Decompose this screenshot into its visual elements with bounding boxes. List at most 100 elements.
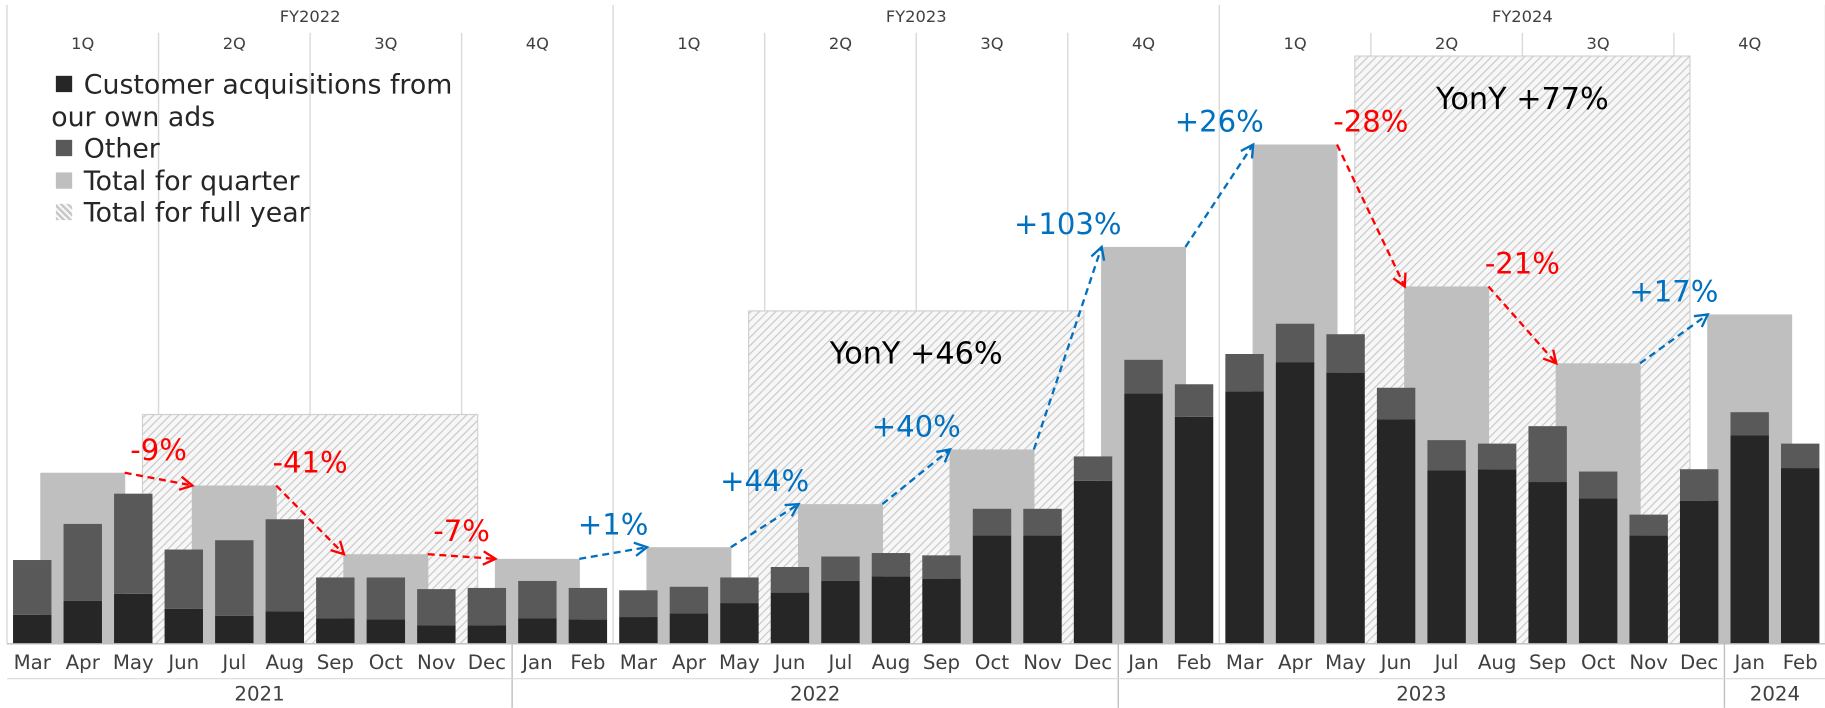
x-tick-label: Dec: [1680, 651, 1718, 674]
change-label: -28%: [1333, 105, 1408, 139]
month-bar: [770, 592, 810, 644]
quarter-label: 2Q: [1435, 34, 1458, 53]
x-tick-label: Oct: [1581, 651, 1615, 674]
month-bar: [1073, 456, 1113, 481]
change-arrow: [275, 484, 345, 556]
month-bar: [1073, 480, 1113, 644]
change-arrow: [1639, 313, 1709, 365]
month-bar: [1225, 354, 1264, 392]
quarter-label: 3Q: [374, 34, 397, 53]
change-label: +44%: [720, 464, 809, 498]
month-bar: [1023, 535, 1062, 644]
arrow-head: [1542, 349, 1558, 366]
quarter-label: 2Q: [829, 34, 852, 53]
month-bar: [1023, 508, 1062, 536]
x-tick-label: Apr: [1278, 651, 1313, 674]
quarter-label: 4Q: [1738, 34, 1761, 53]
month-bar: [1326, 334, 1365, 373]
month-bar: [972, 535, 1012, 644]
month-bar: [265, 611, 305, 644]
month-bar: [1275, 323, 1315, 363]
x-tick-label: Aug: [266, 651, 305, 674]
month-bar: [316, 618, 355, 644]
x-tick-label: Apr: [672, 651, 707, 674]
x-tick-label: Jul: [1433, 651, 1459, 674]
month-bar: [619, 590, 658, 618]
yoy-label: YonY +46%: [829, 337, 1003, 372]
month-bar: [114, 593, 153, 644]
month-bar: [518, 580, 557, 619]
arrow-head: [1693, 313, 1710, 328]
month-bar: [1528, 482, 1567, 644]
month-bar: [1275, 362, 1315, 644]
change-label: -21%: [1485, 247, 1560, 281]
x-tick-label: Oct: [369, 651, 403, 674]
month-bar: [720, 603, 759, 644]
yoy-label: YonY +77%: [1435, 82, 1609, 117]
x-tick-label: Jun: [1379, 651, 1412, 674]
month-bar: [922, 555, 961, 579]
arrow-head: [482, 550, 498, 566]
month-bar: [1781, 443, 1820, 469]
month-bar: [13, 560, 52, 615]
month-bar: [63, 600, 102, 644]
x-tick-label: Mar: [620, 651, 658, 674]
month-bar: [215, 615, 254, 644]
legend-label: Other: [83, 134, 160, 165]
legend-item: Other: [51, 134, 453, 166]
year-label: 2022: [790, 683, 840, 706]
legend-item: Total for quarter: [51, 166, 453, 198]
change-label: -9%: [130, 433, 187, 467]
x-tick-label: Sep: [1529, 651, 1566, 674]
change-label: +26%: [1175, 105, 1264, 139]
legend-item: Customer acquisitions from our own ads: [51, 70, 453, 134]
legend: Customer acquisitions from our own ads O…: [51, 70, 453, 228]
month-bar: [1376, 387, 1416, 420]
change-arrow: [730, 503, 800, 549]
x-tick-label: Nov: [417, 651, 456, 674]
month-bar: [821, 580, 860, 644]
month-bar: [1477, 469, 1517, 644]
month-bar: [1427, 470, 1466, 644]
x-tick-label: Aug: [1478, 651, 1517, 674]
month-bar: [922, 578, 961, 644]
month-bar: [114, 493, 153, 594]
x-tick-label: Feb: [1177, 651, 1212, 674]
month-bar: [1124, 393, 1163, 644]
month-bar: [1629, 514, 1668, 536]
year-label: 2023: [1396, 683, 1446, 706]
month-bar: [568, 587, 608, 620]
month-bar: [366, 577, 406, 620]
change-arrow: [1487, 285, 1558, 365]
x-tick-label: Dec: [1074, 651, 1112, 674]
month-bar: [1376, 419, 1416, 644]
change-label: +103%: [1014, 207, 1122, 241]
quarter-label: 3Q: [980, 34, 1003, 53]
month-bar: [1730, 412, 1769, 436]
x-tick-label: Jun: [772, 651, 805, 674]
month-bar: [1730, 435, 1769, 644]
x-tick-label: Jan: [1126, 651, 1158, 674]
change-label: +1%: [578, 507, 649, 541]
month-bar: [1781, 468, 1820, 644]
quarter-label: 1Q: [1283, 34, 1306, 53]
x-tick-label: Aug: [872, 651, 911, 674]
month-bar: [1679, 469, 1719, 501]
month-bar: [518, 618, 557, 644]
month-bar: [770, 566, 810, 593]
month-bar: [417, 589, 456, 626]
change-arrow: [881, 448, 951, 506]
month-bar: [366, 619, 406, 644]
month-bar: [215, 540, 254, 616]
month-bar: [1578, 498, 1618, 644]
month-bar: [619, 617, 658, 644]
month-bar: [1174, 416, 1214, 644]
x-tick-label: Sep: [923, 651, 960, 674]
month-bar: [972, 508, 1012, 536]
month-bar: [1326, 372, 1365, 644]
month-bar: [568, 619, 608, 644]
month-bar: [821, 556, 860, 581]
year-label: 2024: [1750, 683, 1800, 706]
month-bar: [1225, 391, 1264, 644]
